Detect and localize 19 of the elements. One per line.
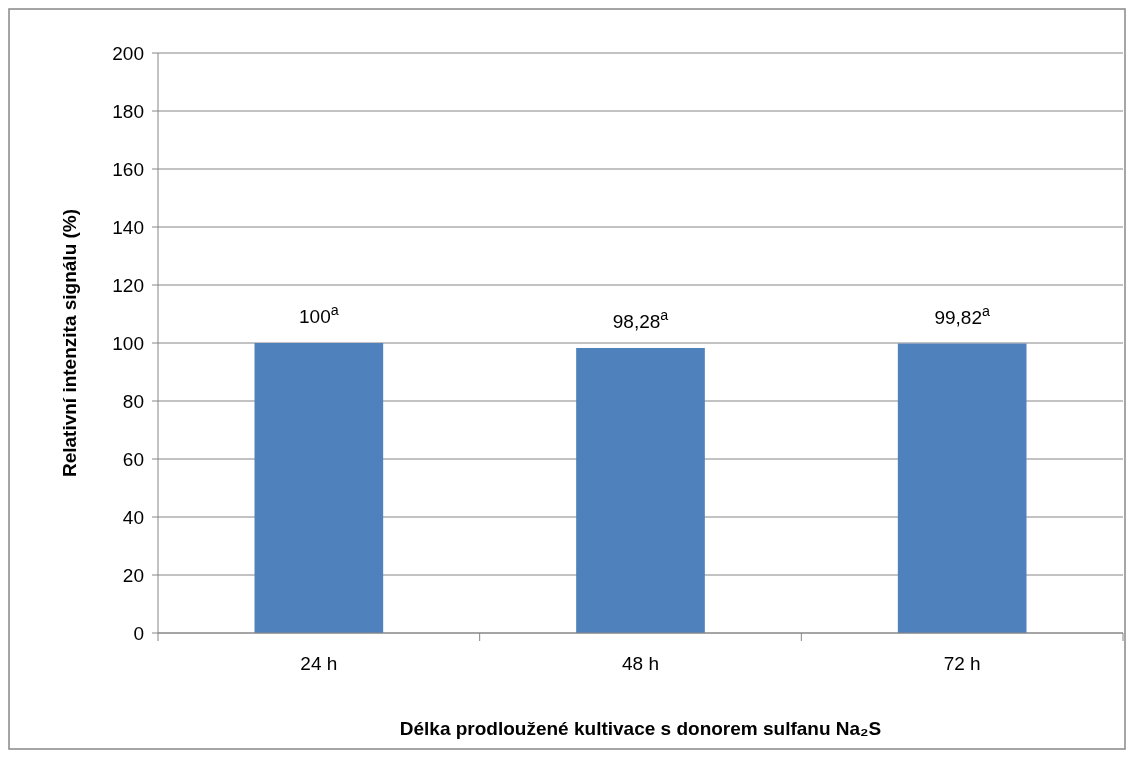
data-label: 98,28$^{a}$: [612, 306, 669, 332]
y-tick-label: 200: [112, 42, 144, 64]
y-tick-label: 100: [112, 332, 144, 354]
x-tick-label: 72 h: [943, 653, 981, 674]
y-tick-label: 140: [112, 216, 144, 238]
y-tick-label: 60: [122, 448, 144, 470]
x-tick-label: 48 h: [622, 653, 659, 674]
y-axis-title: Relativní intenzita signálu (%): [59, 208, 80, 478]
x-axis-title: Délka prodloužené kultivace s donorem sulfanu Na₂S: [399, 718, 882, 739]
y-tick-label: 120: [112, 274, 144, 296]
y-tick-label: 0: [133, 622, 144, 644]
y-tick-label: 80: [122, 390, 144, 412]
y-tick-label: 180: [112, 100, 144, 122]
x-tick-label: 24 h: [300, 653, 338, 674]
data-label: 99,82$^{a}$: [934, 302, 990, 328]
y-tick-label: 40: [122, 506, 144, 528]
y-tick-label: 20: [122, 564, 144, 586]
data-label: 100$^{a}$: [299, 302, 339, 327]
y-tick-label: 160: [112, 158, 144, 180]
